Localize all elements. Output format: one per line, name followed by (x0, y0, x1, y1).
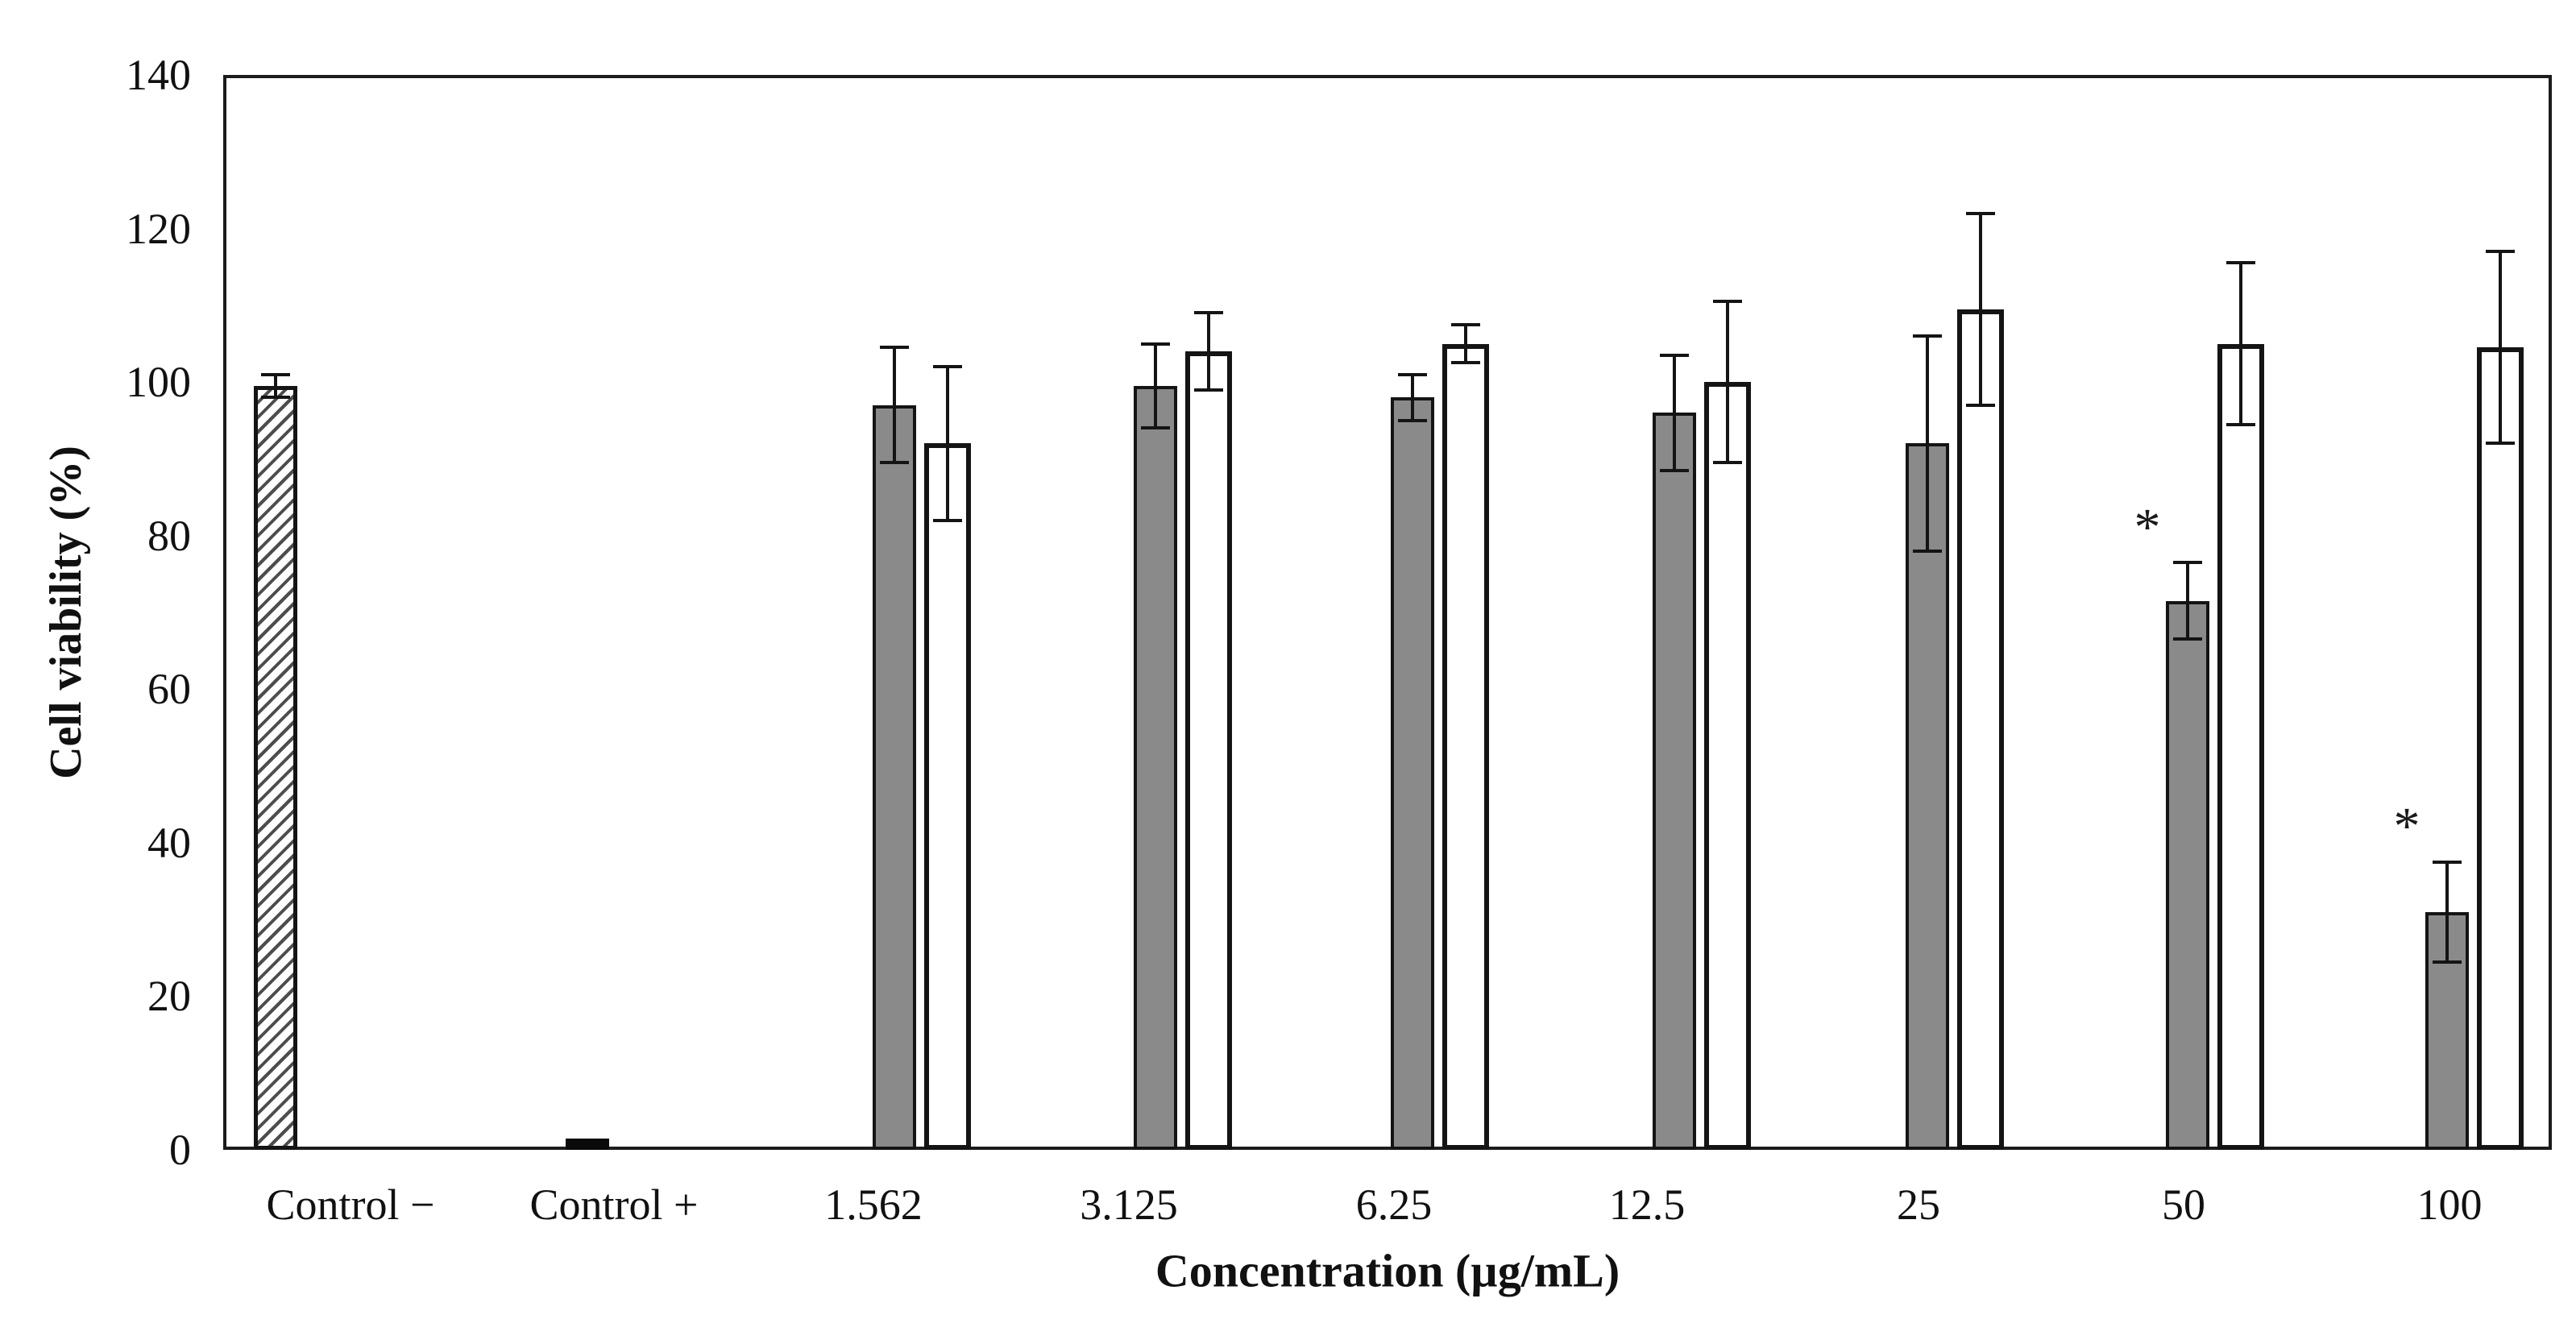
error-cap-bottom-white-1.562 (933, 518, 962, 522)
error-cap-top-white-3.125 (1194, 311, 1223, 315)
error-cap-bottom-gray-1.562 (880, 461, 909, 465)
error-cap-bottom-white-100 (2486, 442, 2515, 446)
error-cap-top-white-12.5 (1713, 300, 1742, 304)
error-cap-bottom-white-6.25 (1451, 361, 1480, 365)
error-bar-gray-12.5 (1673, 355, 1676, 471)
error-bar-white-12.5 (1726, 301, 1729, 463)
bar-gray-1.562 (873, 404, 916, 1150)
error-bar-hatched-Control − (274, 374, 277, 398)
bar-white-3.125 (1185, 351, 1232, 1150)
error-cap-top-white-50 (2226, 261, 2255, 265)
x-tick-label-6.25: 6.25 (1355, 1180, 1433, 1229)
bar-white-25 (1957, 309, 2004, 1150)
error-cap-top-white-25 (1966, 211, 1995, 215)
error-cap-bottom-white-50 (2226, 422, 2255, 426)
error-cap-bottom-gray-25 (1913, 549, 1942, 553)
bar-gray-25 (1906, 443, 1949, 1150)
error-bar-gray-6.25 (1411, 374, 1414, 421)
error-bar-white-1.562 (946, 367, 949, 521)
significance-asterisk-100: * (2393, 797, 2420, 857)
error-cap-top-gray-3.125 (1141, 342, 1170, 346)
error-cap-bottom-gray-12.5 (1660, 468, 1689, 472)
bar-black-Control + (566, 1138, 609, 1150)
error-cap-top-gray-25 (1913, 334, 1942, 338)
error-cap-top-gray-50 (2173, 561, 2202, 565)
y-tick-label-80: 80 (147, 511, 191, 560)
y-tick-label-0: 0 (169, 1126, 191, 1174)
y-tick-label-120: 120 (126, 204, 191, 253)
bar-white-100 (2477, 347, 2524, 1150)
error-cap-bottom-gray-50 (2173, 637, 2202, 641)
bar-white-1.562 (924, 443, 971, 1150)
bar-gray-3.125 (1134, 385, 1177, 1150)
bar-gray-50 (2166, 600, 2209, 1150)
error-bar-white-50 (2239, 263, 2242, 425)
error-cap-top-gray-1.562 (880, 346, 909, 350)
error-cap-top-gray-100 (2433, 860, 2462, 864)
error-cap-top-white-1.562 (933, 365, 962, 369)
y-axis-title: Cell viability (%) (41, 446, 91, 779)
error-cap-bottom-white-3.125 (1194, 388, 1223, 392)
x-axis-title: Concentration (µg/mL) (1155, 1244, 1620, 1297)
error-cap-top-white-6.25 (1451, 322, 1480, 326)
x-tick-label-1.562: 1.562 (824, 1180, 923, 1229)
error-bar-gray-3.125 (1154, 343, 1157, 429)
plot-area (223, 75, 2552, 1150)
error-bar-white-3.125 (1207, 313, 1210, 390)
bar-white-12.5 (1704, 382, 1751, 1150)
y-tick-label-40: 40 (147, 818, 191, 867)
error-bar-white-100 (2499, 251, 2502, 444)
error-cap-bottom-hatched-Control − (261, 396, 290, 400)
error-bar-gray-50 (2186, 562, 2189, 640)
error-bar-gray-1.562 (893, 347, 896, 463)
significance-asterisk-50: * (2134, 497, 2161, 557)
y-tick-label-100: 100 (126, 358, 191, 407)
error-bar-gray-25 (1926, 335, 1929, 551)
error-cap-bottom-gray-3.125 (1141, 426, 1170, 430)
error-cap-top-gray-12.5 (1660, 353, 1689, 357)
error-cap-top-gray-6.25 (1398, 372, 1427, 376)
bar-white-6.25 (1442, 343, 1489, 1150)
x-tick-label-Control −: Control − (266, 1180, 435, 1229)
error-cap-bottom-gray-100 (2433, 960, 2462, 964)
error-bar-white-6.25 (1464, 324, 1467, 363)
x-tick-label-100: 100 (2416, 1180, 2483, 1229)
x-tick-label-25: 25 (1897, 1180, 1940, 1229)
x-tick-label-3.125: 3.125 (1080, 1180, 1178, 1229)
y-tick-label-140: 140 (126, 51, 191, 99)
x-tick-label-12.5: 12.5 (1608, 1180, 1686, 1229)
y-tick-label-20: 20 (147, 972, 191, 1021)
error-cap-bottom-white-12.5 (1713, 461, 1742, 465)
error-cap-bottom-gray-6.25 (1398, 418, 1427, 422)
bar-gray-6.25 (1391, 397, 1434, 1150)
error-cap-bottom-white-25 (1966, 403, 1995, 407)
x-tick-label-Control +: Control + (529, 1180, 699, 1229)
bar-white-50 (2217, 343, 2264, 1150)
error-cap-top-hatched-Control − (261, 372, 290, 376)
x-tick-label-50: 50 (2162, 1180, 2205, 1229)
error-bar-gray-100 (2445, 861, 2449, 962)
bar-hatched-Control − (254, 385, 297, 1150)
bar-gray-12.5 (1653, 413, 1696, 1150)
y-tick-label-60: 60 (147, 665, 191, 714)
error-bar-white-25 (1979, 213, 1982, 405)
error-cap-top-white-100 (2486, 250, 2515, 254)
